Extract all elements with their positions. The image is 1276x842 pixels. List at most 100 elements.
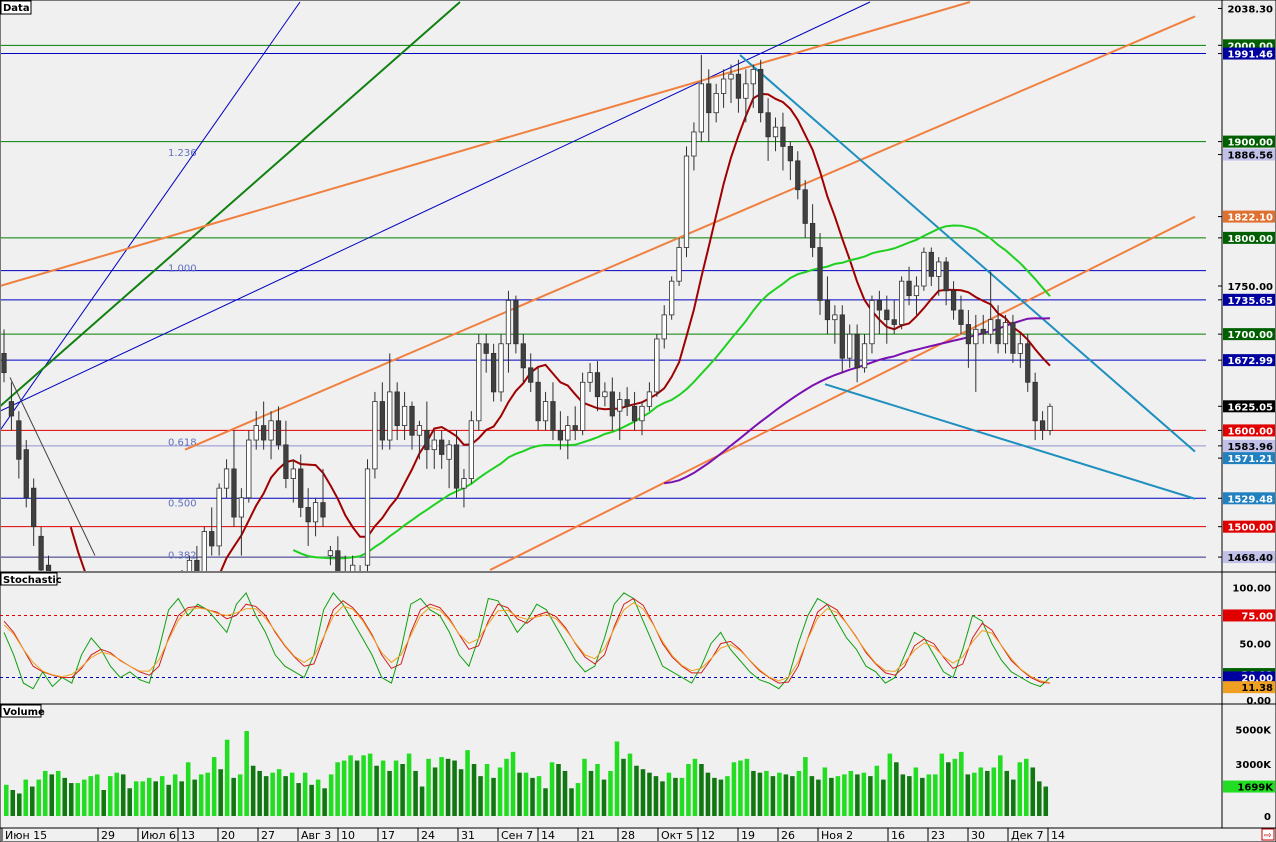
price-pane[interactable]: [0, 0, 1223, 573]
volume-bar: [387, 770, 392, 816]
stoch-title-box: [0, 572, 58, 586]
volume-bars: [4, 731, 1049, 816]
candle-body: [1032, 381, 1038, 422]
stochastic-lines: [0, 591, 1222, 690]
volume-bar: [380, 760, 386, 816]
volume-axis[interactable]: [1221, 703, 1276, 829]
candle-body: [483, 343, 489, 354]
volume-bar: [614, 741, 620, 816]
volume-bar: [49, 774, 55, 816]
price-label-1583.96: 1583.96: [1227, 442, 1273, 453]
time-label-4: 20: [221, 829, 235, 842]
volume-bar: [855, 774, 860, 816]
candle-body: [869, 300, 875, 345]
candle-body: [765, 112, 771, 138]
volume-bar: [179, 781, 184, 816]
candle-body: [654, 338, 660, 393]
price-label-1886.56: 1886.56: [1227, 151, 1273, 162]
time-label-3: 13: [181, 829, 195, 842]
price-label-box: [1223, 400, 1275, 413]
candle-body: [973, 328, 979, 345]
candle-body: [631, 405, 638, 422]
time-label-22: 30: [971, 829, 985, 842]
volume-bar: [36, 779, 42, 816]
time-label-10: 31: [461, 829, 475, 842]
volume-bar: [172, 774, 178, 816]
trend-line-7: [824, 383, 1196, 500]
volume-bar: [497, 767, 503, 816]
candle-body: [906, 280, 912, 297]
volume-bar: [348, 755, 353, 816]
time-label-5: 27: [261, 829, 275, 842]
candle-body: [772, 126, 779, 138]
volume-bar: [94, 774, 100, 816]
candle-body: [209, 531, 215, 547]
fib-label-4: 0.382: [168, 550, 197, 561]
time-label-17: 19: [741, 829, 755, 842]
fib-label-1: 1.000: [168, 263, 197, 274]
volume-bar: [900, 774, 906, 816]
candle-body: [758, 68, 764, 114]
candle-body: [186, 559, 193, 571]
time-label-24: 14: [1051, 829, 1065, 842]
candle-body: [795, 160, 801, 191]
time-label-9: 24: [421, 829, 435, 842]
scroll-right-button[interactable]: [1261, 828, 1275, 841]
candle-body: [290, 468, 296, 479]
price-label-1625.05: 1625.05: [1227, 402, 1273, 413]
candle-body: [550, 401, 556, 431]
volume-bar: [55, 770, 61, 816]
volume-bar: [699, 764, 704, 816]
volume-bar: [621, 758, 626, 816]
price-label-box: [1223, 520, 1275, 533]
volume-bar: [673, 777, 678, 816]
candle-body: [809, 223, 816, 248]
volume-bar: [965, 774, 971, 816]
volume-bar: [1037, 781, 1042, 816]
volume-bar: [289, 772, 295, 816]
volume-bar: [861, 772, 867, 816]
volume-bar: [413, 770, 418, 816]
price-label-box: [1223, 328, 1275, 341]
price-pane-title: Data: [3, 3, 30, 14]
stochastic-pane[interactable]: [0, 571, 1223, 705]
volume-tick-3000K: 3000K: [1235, 760, 1272, 771]
volume-badge: 1699K: [1237, 783, 1274, 794]
candle-body: [817, 247, 823, 301]
volume-bar: [510, 751, 516, 816]
candle-body: [706, 83, 712, 114]
volume-pane-title: Volume: [3, 707, 45, 718]
volume-bar: [679, 777, 685, 816]
volume-bar: [744, 758, 750, 816]
candle-body: [327, 550, 334, 556]
volume-bar: [809, 776, 815, 816]
candle-body: [476, 343, 482, 422]
candle-body: [31, 487, 37, 528]
candle-body: [943, 261, 949, 292]
candle-body: [743, 83, 749, 99]
time-axis[interactable]: [0, 827, 1276, 842]
trend-line-5: [489, 215, 1196, 571]
candle-body: [847, 333, 853, 359]
candle-body: [669, 280, 675, 316]
price-label-box: [1223, 2, 1275, 15]
trend-line-4: [184, 15, 1196, 451]
volume-bar: [842, 774, 847, 816]
volume-bar: [556, 764, 561, 816]
volume-bar: [777, 772, 782, 816]
candle-body: [891, 319, 897, 325]
volume-bar: [354, 760, 360, 816]
candle-body: [565, 425, 571, 441]
volume-bar: [62, 777, 68, 816]
price-label-1700.00: 1700.00: [1227, 330, 1273, 341]
volume-bar: [575, 783, 581, 816]
volume-bar: [263, 776, 269, 816]
stoch-series-green: [3, 591, 1051, 690]
candle-body: [416, 425, 423, 436]
volume-bar: [894, 762, 899, 816]
candle-body: [720, 78, 727, 94]
candle-body: [832, 314, 838, 321]
price-label-2038.30: 2038.30: [1227, 4, 1273, 15]
candle-body: [1, 352, 7, 374]
volume-bar: [159, 776, 165, 816]
